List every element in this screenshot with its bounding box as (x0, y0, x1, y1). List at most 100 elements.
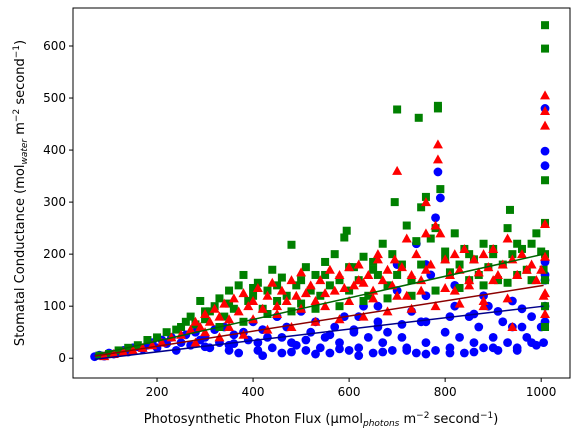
green-point (505, 205, 514, 214)
red-point (368, 293, 379, 303)
red-point (200, 308, 211, 318)
y-tick-label: 600 (43, 39, 66, 53)
red-point (382, 264, 393, 274)
red-point (406, 303, 417, 313)
blue-point (258, 351, 268, 361)
green-point (301, 263, 310, 272)
green-point (330, 250, 339, 259)
green-point (297, 299, 306, 308)
red-point (262, 290, 273, 300)
red-point (315, 275, 326, 285)
green-point (249, 291, 258, 300)
green-point (306, 286, 315, 295)
blue-point (291, 340, 301, 350)
green-point (345, 286, 354, 295)
blue-point (229, 339, 239, 349)
red-point (334, 314, 345, 324)
blue-point (469, 338, 479, 348)
red-point (166, 332, 177, 342)
green-point (340, 233, 349, 242)
red-point (516, 249, 527, 259)
red-point (396, 262, 407, 272)
x-tick-label: 1000 (526, 385, 557, 399)
red-point (449, 249, 460, 259)
red-point (272, 301, 283, 311)
red-point (329, 285, 340, 295)
red-point (219, 298, 230, 308)
red-point (411, 249, 422, 259)
blue-point (387, 346, 397, 355)
blue-point (306, 327, 316, 337)
blue-point (287, 347, 296, 357)
green-point (359, 296, 368, 305)
red-point (257, 303, 268, 313)
red-point (401, 233, 412, 243)
red-point (478, 295, 489, 305)
red-point (248, 314, 259, 324)
green-point (541, 44, 550, 53)
green-point (383, 294, 392, 303)
green-point (541, 323, 550, 332)
green-point (493, 276, 502, 285)
red-point (339, 282, 350, 292)
blue-point (474, 322, 484, 332)
red-point (372, 249, 383, 259)
red-point (324, 264, 335, 274)
blue-point (517, 322, 527, 332)
green-point (253, 278, 262, 287)
red-point (540, 120, 551, 130)
blue-point (373, 322, 383, 332)
blue-point (431, 346, 440, 355)
blue-point (479, 291, 488, 301)
blue-point (527, 338, 536, 348)
green-point (489, 250, 498, 259)
blue-point (402, 346, 412, 355)
blue-fit-line (94, 305, 544, 361)
green-point (412, 237, 421, 246)
y-tick-label: 300 (43, 195, 66, 209)
green-point (277, 273, 286, 282)
red-point (420, 197, 431, 207)
red-point (377, 275, 388, 285)
blue-point (335, 344, 344, 354)
red-point (540, 288, 551, 298)
red-point (243, 301, 254, 311)
green-point (503, 278, 512, 287)
green-point (215, 294, 224, 303)
red-point (224, 314, 235, 324)
red-point (296, 267, 307, 277)
green-point (441, 247, 450, 256)
green-point (316, 291, 325, 300)
green-point (225, 286, 234, 295)
green-point (414, 113, 423, 122)
x-axis-label: Photosynthetic Photon Flux (µmolphotons … (144, 411, 499, 429)
green-point (479, 239, 488, 248)
green-point (220, 312, 229, 321)
y-tick-label: 200 (43, 247, 66, 261)
blue-point (171, 346, 181, 355)
red-point (425, 259, 436, 269)
blue-point (498, 317, 508, 327)
blue-point (539, 338, 548, 348)
green-point (527, 239, 536, 248)
blue-point (325, 348, 335, 358)
blue-point (397, 319, 407, 329)
green-point (349, 263, 358, 272)
green-point (325, 281, 334, 290)
green-point (369, 257, 378, 266)
green-point (225, 299, 234, 308)
green-point (393, 105, 402, 114)
red-fit-line (94, 284, 544, 357)
blue-point (397, 333, 407, 342)
red-point (478, 301, 489, 311)
green-point (364, 291, 373, 300)
green-point (378, 239, 387, 248)
blue-point (330, 322, 340, 332)
red-point (156, 337, 167, 347)
blue-point (488, 333, 498, 342)
blue-point (363, 333, 373, 342)
x-tick-label: 200 (146, 385, 169, 399)
red-point (406, 269, 417, 279)
red-point (420, 264, 431, 274)
red-point (401, 290, 412, 300)
